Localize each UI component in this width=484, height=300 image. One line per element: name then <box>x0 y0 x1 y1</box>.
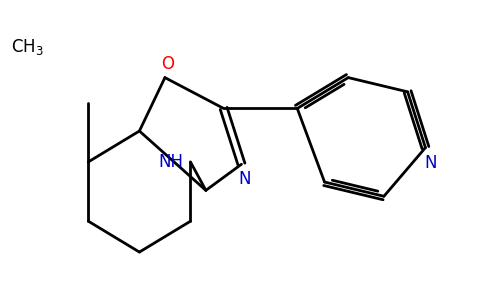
Text: O: O <box>161 55 174 73</box>
Text: CH$_3$: CH$_3$ <box>11 38 43 57</box>
Text: NH: NH <box>158 153 183 171</box>
Text: N: N <box>238 170 251 188</box>
Text: N: N <box>424 154 437 172</box>
